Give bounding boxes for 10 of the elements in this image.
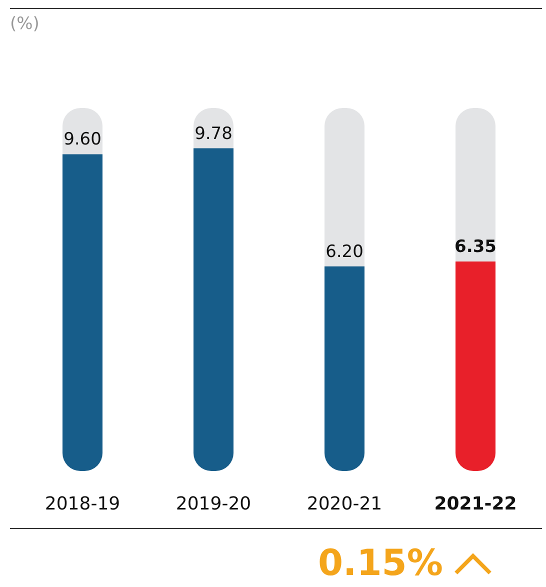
y-axis-title: (%) [10, 14, 40, 34]
data-label: 6.35 [454, 236, 496, 257]
x-tick-label: 2018-19 [44, 494, 120, 514]
x-tick-label: 2020-21 [306, 494, 382, 514]
data-label: 9.78 [194, 124, 232, 144]
data-label: 6.20 [326, 242, 364, 262]
x-tick-label: 2019-20 [176, 494, 252, 514]
text: 0.15% [318, 543, 443, 584]
data-label: 9.60 [64, 130, 102, 150]
x-tick-label: 2021-22 [434, 494, 517, 514]
